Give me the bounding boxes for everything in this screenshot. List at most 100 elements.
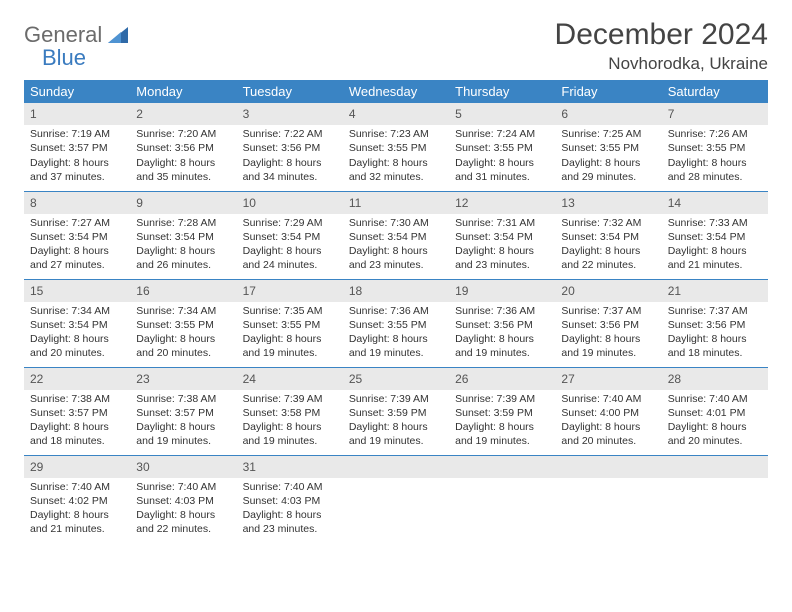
day-number: 29	[24, 456, 130, 478]
day-day2: and 37 minutes.	[30, 170, 124, 184]
day-number: 16	[130, 280, 236, 302]
day-number: 18	[343, 280, 449, 302]
day-day2: and 21 minutes.	[30, 522, 124, 536]
day-sunrise: Sunrise: 7:32 AM	[561, 216, 655, 230]
day-sunset: Sunset: 3:57 PM	[136, 406, 230, 420]
calendar-day-cell: 27Sunrise: 7:40 AMSunset: 4:00 PMDayligh…	[555, 367, 661, 455]
day-day1: Daylight: 8 hours	[561, 420, 655, 434]
day-day2: and 23 minutes.	[349, 258, 443, 272]
day-day2: and 23 minutes.	[243, 522, 337, 536]
day-sunset: Sunset: 3:54 PM	[455, 230, 549, 244]
day-day1: Daylight: 8 hours	[30, 244, 124, 258]
day-day1: Daylight: 8 hours	[668, 244, 762, 258]
day-details: Sunrise: 7:24 AMSunset: 3:55 PMDaylight:…	[449, 125, 555, 188]
day-sunrise: Sunrise: 7:28 AM	[136, 216, 230, 230]
calendar-day-cell: 17Sunrise: 7:35 AMSunset: 3:55 PMDayligh…	[237, 279, 343, 367]
weekday-header: Thursday	[449, 80, 555, 103]
day-day1: Daylight: 8 hours	[561, 332, 655, 346]
calendar-day-cell: 29Sunrise: 7:40 AMSunset: 4:02 PMDayligh…	[24, 455, 130, 543]
day-number: 17	[237, 280, 343, 302]
day-sunrise: Sunrise: 7:38 AM	[30, 392, 124, 406]
day-sunrise: Sunrise: 7:37 AM	[561, 304, 655, 318]
weekday-header: Monday	[130, 80, 236, 103]
day-day1: Daylight: 8 hours	[30, 420, 124, 434]
calendar-day-cell: 19Sunrise: 7:36 AMSunset: 3:56 PMDayligh…	[449, 279, 555, 367]
day-details: Sunrise: 7:20 AMSunset: 3:56 PMDaylight:…	[130, 125, 236, 188]
day-day1: Daylight: 8 hours	[30, 156, 124, 170]
weekday-header: Saturday	[662, 80, 768, 103]
logo: General Blue	[24, 24, 129, 69]
day-number: 26	[449, 368, 555, 390]
day-day1: Daylight: 8 hours	[243, 420, 337, 434]
logo-sail-icon	[107, 26, 129, 49]
day-number: 2	[130, 103, 236, 125]
day-day2: and 20 minutes.	[136, 346, 230, 360]
day-details: Sunrise: 7:32 AMSunset: 3:54 PMDaylight:…	[555, 214, 661, 277]
day-day1: Daylight: 8 hours	[243, 244, 337, 258]
day-day2: and 19 minutes.	[349, 434, 443, 448]
calendar-day-cell: 1Sunrise: 7:19 AMSunset: 3:57 PMDaylight…	[24, 103, 130, 191]
day-day2: and 19 minutes.	[349, 346, 443, 360]
calendar-week-row: 29Sunrise: 7:40 AMSunset: 4:02 PMDayligh…	[24, 455, 768, 543]
day-details: Sunrise: 7:37 AMSunset: 3:56 PMDaylight:…	[555, 302, 661, 365]
day-number: 1	[24, 103, 130, 125]
day-details: Sunrise: 7:38 AMSunset: 3:57 PMDaylight:…	[130, 390, 236, 453]
day-details: Sunrise: 7:40 AMSunset: 4:03 PMDaylight:…	[237, 478, 343, 541]
day-day1: Daylight: 8 hours	[136, 332, 230, 346]
day-day1: Daylight: 8 hours	[455, 420, 549, 434]
weekday-header-row: Sunday Monday Tuesday Wednesday Thursday…	[24, 80, 768, 103]
day-number: 12	[449, 192, 555, 214]
day-day2: and 26 minutes.	[136, 258, 230, 272]
day-day1: Daylight: 8 hours	[136, 156, 230, 170]
day-sunset: Sunset: 3:55 PM	[561, 141, 655, 155]
calendar-day-cell	[662, 455, 768, 543]
day-sunset: Sunset: 3:54 PM	[30, 230, 124, 244]
day-sunrise: Sunrise: 7:40 AM	[668, 392, 762, 406]
calendar-day-cell: 5Sunrise: 7:24 AMSunset: 3:55 PMDaylight…	[449, 103, 555, 191]
day-details: Sunrise: 7:40 AMSunset: 4:01 PMDaylight:…	[662, 390, 768, 453]
day-sunrise: Sunrise: 7:38 AM	[136, 392, 230, 406]
title-block: December 2024 Novhorodka, Ukraine	[555, 18, 768, 74]
day-day2: and 32 minutes.	[349, 170, 443, 184]
day-sunrise: Sunrise: 7:27 AM	[30, 216, 124, 230]
day-sunset: Sunset: 4:03 PM	[136, 494, 230, 508]
day-details: Sunrise: 7:39 AMSunset: 3:58 PMDaylight:…	[237, 390, 343, 453]
day-sunrise: Sunrise: 7:37 AM	[668, 304, 762, 318]
day-sunset: Sunset: 3:57 PM	[30, 141, 124, 155]
day-day1: Daylight: 8 hours	[349, 420, 443, 434]
day-number: 23	[130, 368, 236, 390]
day-sunrise: Sunrise: 7:34 AM	[30, 304, 124, 318]
day-details: Sunrise: 7:39 AMSunset: 3:59 PMDaylight:…	[343, 390, 449, 453]
day-number: 5	[449, 103, 555, 125]
day-day2: and 19 minutes.	[561, 346, 655, 360]
calendar-day-cell: 16Sunrise: 7:34 AMSunset: 3:55 PMDayligh…	[130, 279, 236, 367]
day-number: 24	[237, 368, 343, 390]
day-sunset: Sunset: 3:58 PM	[243, 406, 337, 420]
day-sunrise: Sunrise: 7:40 AM	[30, 480, 124, 494]
day-sunset: Sunset: 3:56 PM	[561, 318, 655, 332]
calendar-week-row: 15Sunrise: 7:34 AMSunset: 3:54 PMDayligh…	[24, 279, 768, 367]
day-day2: and 19 minutes.	[243, 346, 337, 360]
day-sunset: Sunset: 3:54 PM	[243, 230, 337, 244]
day-details: Sunrise: 7:40 AMSunset: 4:00 PMDaylight:…	[555, 390, 661, 453]
day-day1: Daylight: 8 hours	[30, 508, 124, 522]
day-day2: and 24 minutes.	[243, 258, 337, 272]
day-sunset: Sunset: 4:01 PM	[668, 406, 762, 420]
day-sunset: Sunset: 3:54 PM	[668, 230, 762, 244]
day-details: Sunrise: 7:40 AMSunset: 4:02 PMDaylight:…	[24, 478, 130, 541]
calendar-day-cell: 28Sunrise: 7:40 AMSunset: 4:01 PMDayligh…	[662, 367, 768, 455]
day-sunrise: Sunrise: 7:26 AM	[668, 127, 762, 141]
day-sunset: Sunset: 3:59 PM	[349, 406, 443, 420]
calendar-day-cell: 10Sunrise: 7:29 AMSunset: 3:54 PMDayligh…	[237, 191, 343, 279]
day-sunrise: Sunrise: 7:24 AM	[455, 127, 549, 141]
day-number: 3	[237, 103, 343, 125]
day-day1: Daylight: 8 hours	[243, 156, 337, 170]
calendar-day-cell: 31Sunrise: 7:40 AMSunset: 4:03 PMDayligh…	[237, 455, 343, 543]
day-sunset: Sunset: 4:02 PM	[30, 494, 124, 508]
day-number: 19	[449, 280, 555, 302]
day-details: Sunrise: 7:36 AMSunset: 3:56 PMDaylight:…	[449, 302, 555, 365]
calendar-day-cell: 3Sunrise: 7:22 AMSunset: 3:56 PMDaylight…	[237, 103, 343, 191]
calendar-week-row: 8Sunrise: 7:27 AMSunset: 3:54 PMDaylight…	[24, 191, 768, 279]
day-sunrise: Sunrise: 7:23 AM	[349, 127, 443, 141]
calendar-day-cell: 22Sunrise: 7:38 AMSunset: 3:57 PMDayligh…	[24, 367, 130, 455]
